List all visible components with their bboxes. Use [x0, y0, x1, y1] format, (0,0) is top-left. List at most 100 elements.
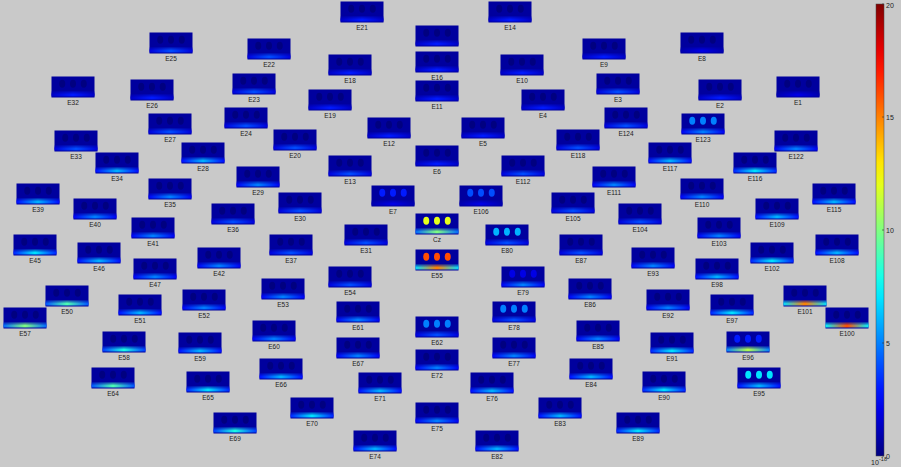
power-blob	[831, 187, 837, 195]
panel-background	[493, 338, 536, 359]
power-blob	[672, 375, 678, 383]
electrode-panel: E100	[826, 308, 869, 337]
power-blob	[598, 282, 604, 290]
power-blob	[139, 221, 145, 229]
electrode-panel: E21	[341, 2, 384, 31]
electrode-label: E85	[592, 343, 604, 350]
power-band	[632, 265, 675, 268]
power-blob	[423, 406, 429, 414]
power-blob	[352, 228, 358, 236]
power-blob	[756, 371, 762, 379]
electrode-label: E46	[93, 265, 105, 272]
electrode-panel: E109	[756, 199, 799, 228]
electrode-label: E82	[491, 453, 503, 460]
panel-background	[471, 373, 514, 394]
power-blob	[212, 293, 218, 301]
power-blob	[286, 196, 292, 204]
power-blob	[518, 5, 524, 13]
power-blob	[423, 149, 429, 157]
power-blob	[522, 305, 528, 313]
power-blob	[612, 42, 618, 50]
power-band	[119, 312, 162, 315]
power-blob	[546, 401, 552, 409]
electrode-panel: E27	[149, 114, 192, 143]
panel-background	[92, 368, 135, 389]
power-band	[55, 148, 98, 151]
electrode-panel: E96	[727, 332, 770, 361]
power-blob	[241, 207, 247, 215]
power-blob	[504, 228, 510, 236]
electrode-panel: E85	[577, 321, 620, 350]
electrode-panel: E101	[784, 286, 827, 315]
power-blob	[606, 324, 612, 332]
electrode-label: E90	[658, 394, 670, 401]
electrode-label: E118	[571, 152, 586, 159]
power-blob	[366, 305, 372, 313]
power-blob	[680, 336, 686, 344]
power-blob	[540, 93, 546, 101]
power-blob	[216, 375, 222, 383]
electrode-label: E41	[147, 240, 159, 247]
power-band	[78, 260, 121, 263]
power-blob	[511, 341, 517, 349]
power-blob	[348, 5, 354, 13]
electrode-label: E95	[753, 390, 765, 397]
power-blob	[156, 117, 162, 125]
electrode-label: E65	[202, 394, 214, 401]
power-blob	[688, 36, 694, 44]
power-blob	[741, 156, 747, 164]
power-blob	[491, 121, 497, 129]
power-blob	[186, 336, 192, 344]
power-blob	[445, 29, 451, 37]
power-blob	[423, 253, 429, 261]
power-band	[183, 307, 226, 310]
power-blob	[577, 362, 583, 370]
power-blob	[496, 5, 502, 13]
power-band	[149, 131, 192, 134]
power-band	[552, 210, 595, 213]
power-blob	[361, 434, 367, 442]
power-blob	[500, 376, 506, 384]
panel-background	[597, 74, 640, 95]
colorbar-tick	[882, 343, 884, 344]
electrode-panel: E80	[486, 225, 529, 254]
power-blob	[480, 121, 486, 129]
power-blob	[445, 253, 451, 261]
electrode-label: E20	[289, 152, 301, 159]
electrode-panel: E25	[150, 33, 193, 62]
panel-background	[647, 290, 690, 311]
power-band	[577, 338, 620, 341]
electrode-label: E11	[431, 103, 442, 110]
electrode-panel: E92	[647, 290, 690, 319]
power-blob	[469, 121, 475, 129]
power-blob	[445, 149, 451, 157]
power-blob	[623, 111, 629, 119]
electrode-label: E25	[165, 55, 177, 62]
electrode-panel: E37	[270, 235, 313, 264]
power-band	[775, 148, 818, 151]
electrode-panel: E55	[416, 250, 459, 279]
power-blob	[110, 371, 116, 379]
electrode-panel: E45	[14, 235, 57, 264]
power-blob	[21, 238, 27, 246]
power-blob	[716, 221, 722, 229]
electrode-label: E71	[374, 395, 386, 402]
electrode-label: E51	[134, 317, 146, 324]
power-blob	[710, 182, 716, 190]
electrode-label: E26	[146, 102, 158, 109]
power-blob	[53, 289, 59, 297]
power-blob	[125, 156, 131, 164]
electrode-panel: E75	[416, 403, 459, 432]
power-band	[727, 349, 770, 352]
power-blob	[699, 36, 705, 44]
panel-background	[502, 156, 545, 177]
electrode-panel: E50	[46, 286, 89, 315]
electrode-panel: E52	[183, 290, 226, 319]
power-blob	[167, 182, 173, 190]
power-blob	[260, 324, 266, 332]
electrode-panel: E46	[78, 243, 121, 272]
power-blob	[769, 246, 775, 254]
power-blob	[75, 289, 81, 297]
electrode-label: E112	[516, 178, 531, 185]
power-band	[501, 72, 544, 75]
